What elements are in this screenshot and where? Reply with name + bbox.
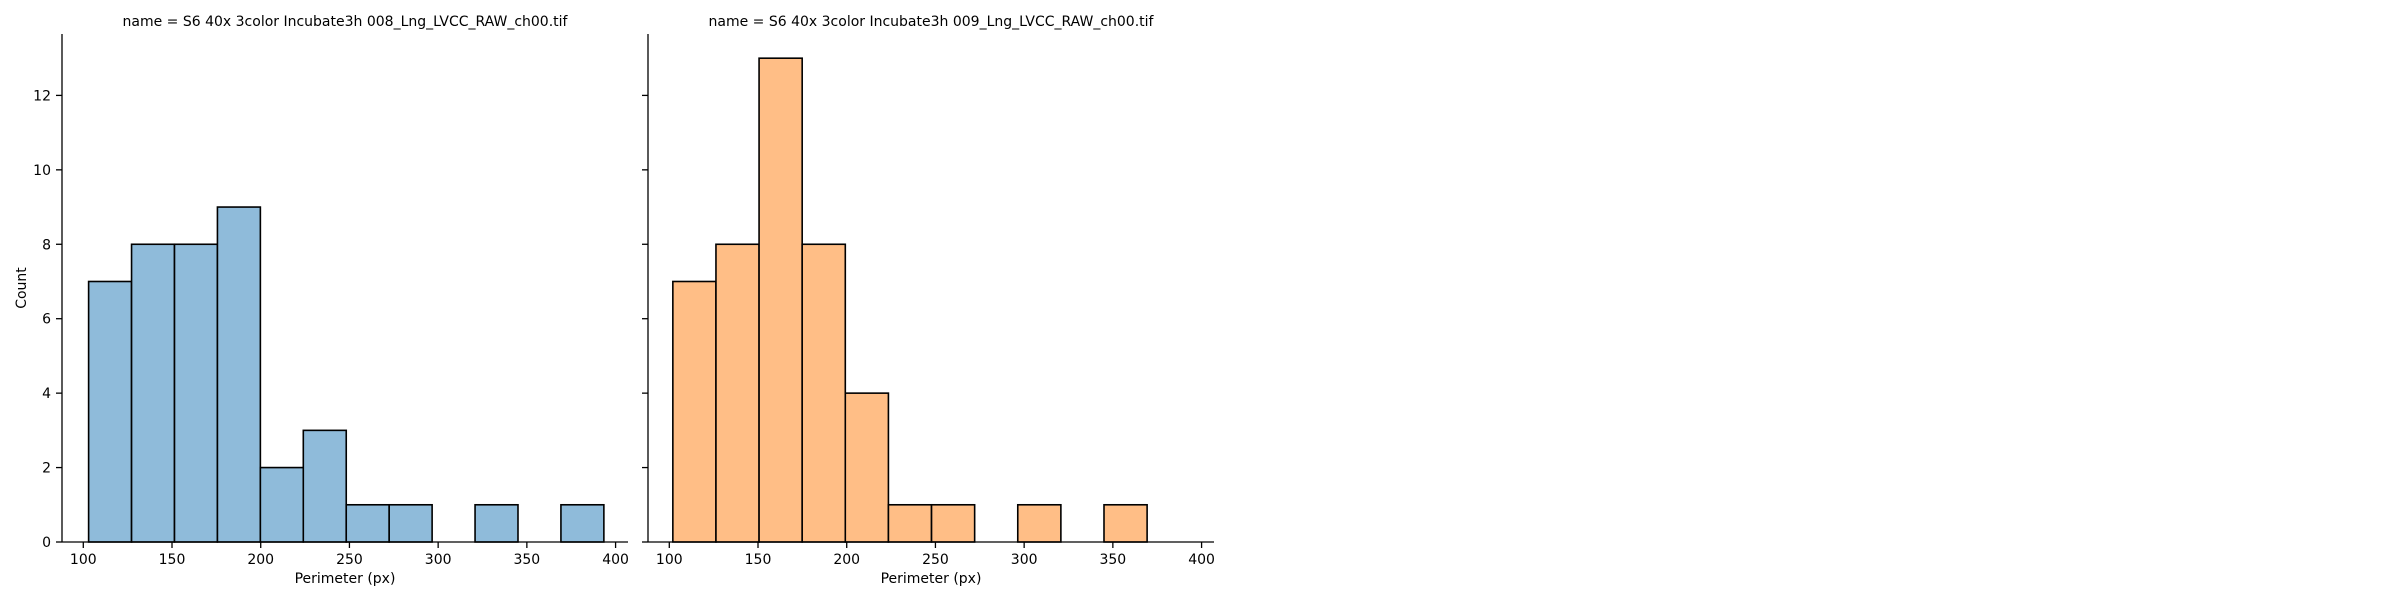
x-tick-label-1-300: 300 <box>425 552 452 568</box>
facet-title-2: name = S6 40x 3color Incubate3h 009_Lng_… <box>709 14 1155 30</box>
x-tick-label-2-300: 300 <box>1011 552 1038 568</box>
histogram-bar-2-2 <box>715 243 760 543</box>
y-tick-label-1-10: 10 <box>33 163 51 179</box>
x-tick-label-2-200: 200 <box>833 552 860 568</box>
histogram-bar-1-8 <box>388 503 433 543</box>
histogram-bar-1-12 <box>560 503 605 543</box>
y-tick-label-1-4: 4 <box>42 386 51 402</box>
y-tick-label-1-0: 0 <box>42 535 51 551</box>
x-tick-label-1-100: 100 <box>70 552 97 568</box>
x-tick-label-1-350: 350 <box>513 552 540 568</box>
x-tick-label-1-250: 250 <box>336 552 363 568</box>
x-tick-label-2-350: 350 <box>1099 552 1126 568</box>
y-tick-label-1-6: 6 <box>42 312 51 328</box>
histogram-bar-1-7 <box>345 503 390 543</box>
x-tick-label-2-250: 250 <box>922 552 949 568</box>
x-tick-label-1-200: 200 <box>247 552 274 568</box>
x-tick-label-1-400: 400 <box>602 552 629 568</box>
histogram-bar-2-4 <box>801 243 847 543</box>
histogram-bar-1-6 <box>302 429 348 543</box>
histogram-bar-1-10 <box>474 503 519 543</box>
histogram-bar-1-3 <box>173 243 219 543</box>
x-axis-label-2: Perimeter (px) <box>881 571 982 587</box>
histogram-bar-2-5 <box>844 392 890 543</box>
x-tick-label-2-100: 100 <box>656 552 683 568</box>
histogram-bar-2-7 <box>930 503 976 543</box>
histogram-bar-1-2 <box>130 243 176 543</box>
x-tick-label-1-150: 150 <box>159 552 186 568</box>
histogram-bar-2-11 <box>1103 503 1148 543</box>
y-tick-label-1-12: 12 <box>33 88 51 104</box>
y-tick-label-1-2: 2 <box>42 461 51 477</box>
facet-title-1: name = S6 40x 3color Incubate3h 008_Lng_… <box>123 14 569 30</box>
x-tick-label-2-150: 150 <box>745 552 772 568</box>
y-tick-label-1-8: 8 <box>42 237 51 253</box>
histogram-bar-2-6 <box>887 503 933 543</box>
y-axis-label-1: Count <box>14 267 30 309</box>
histogram-bar-1-4 <box>216 206 262 543</box>
histogram-bar-1-1 <box>87 280 133 543</box>
x-axis-label-1: Perimeter (px) <box>295 571 396 587</box>
x-tick-label-2-400: 400 <box>1188 552 1215 568</box>
histogram-bar-2-9 <box>1016 503 1062 543</box>
histogram-bar-2-3 <box>758 57 803 543</box>
histogram-bar-1-5 <box>259 466 305 543</box>
histogram-bar-2-1 <box>672 280 717 543</box>
